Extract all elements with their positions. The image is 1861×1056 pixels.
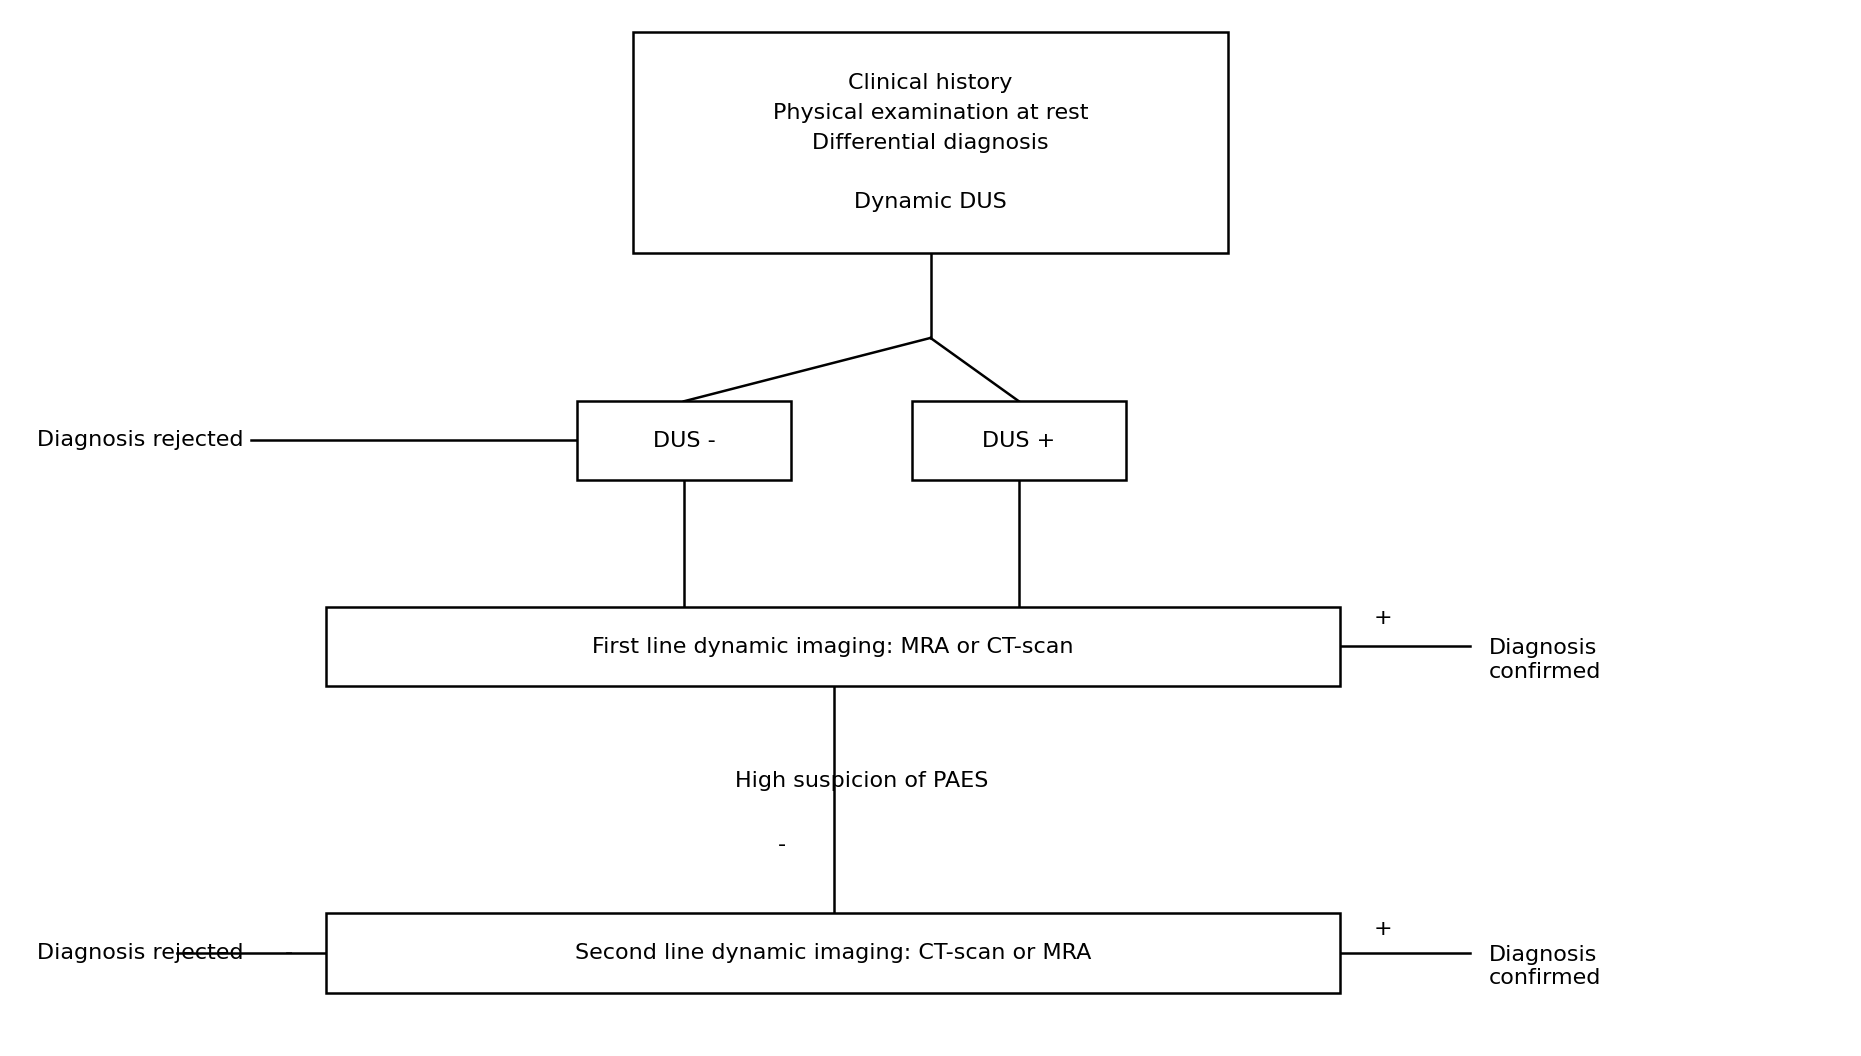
Bar <box>326 607 1340 686</box>
Bar <box>577 401 791 480</box>
Text: -: - <box>778 835 785 854</box>
Bar <box>633 32 1228 253</box>
Text: DUS +: DUS + <box>983 431 1055 451</box>
Bar <box>912 401 1126 480</box>
Text: Diagnosis
confirmed: Diagnosis confirmed <box>1489 945 1600 987</box>
Text: Clinical history
Physical examination at rest
Differential diagnosis

Dynamic DU: Clinical history Physical examination at… <box>772 73 1089 212</box>
Text: Diagnosis rejected: Diagnosis rejected <box>37 943 244 962</box>
Text: First line dynamic imaging: MRA or CT-scan: First line dynamic imaging: MRA or CT-sc… <box>592 637 1074 657</box>
Text: Diagnosis
confirmed: Diagnosis confirmed <box>1489 639 1600 681</box>
Text: +: + <box>1373 920 1392 939</box>
Text: Diagnosis rejected: Diagnosis rejected <box>37 431 244 450</box>
Bar <box>326 913 1340 993</box>
Text: DUS -: DUS - <box>653 431 715 451</box>
Text: -: - <box>285 943 292 962</box>
Text: +: + <box>1373 608 1392 627</box>
Text: Second line dynamic imaging: CT-scan or MRA: Second line dynamic imaging: CT-scan or … <box>575 943 1091 963</box>
Text: High suspicion of PAES: High suspicion of PAES <box>735 772 988 791</box>
